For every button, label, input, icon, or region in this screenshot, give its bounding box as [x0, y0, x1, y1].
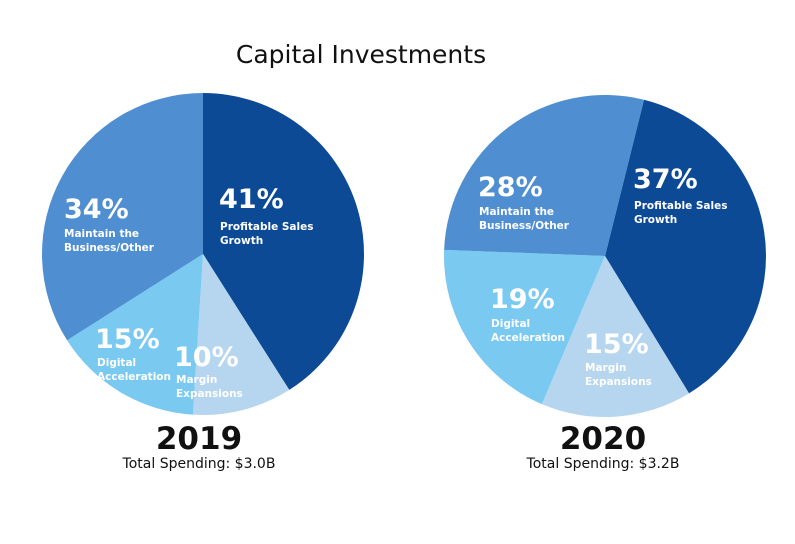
slice-percent-2019-2: 15% [95, 324, 160, 355]
pie-slice-2019-2 [67, 254, 203, 415]
pie-slice-2019-3 [41, 93, 204, 341]
slice-percent-2019-1: 10% [174, 342, 239, 373]
total-spending-2020: Total Spending: $3.2B [526, 456, 680, 472]
pie-slice-2019-0 [203, 93, 365, 390]
year-label-2019: 2019 [155, 421, 243, 457]
year-label-2020: 2020 [559, 421, 647, 457]
total-spending-2019: Total Spending: $3.0B [122, 456, 276, 472]
slice-percent-2019-3: 34% [64, 194, 129, 225]
slice-label-2019-1-0: Margin [176, 374, 217, 386]
chart-title: Capital Investments [235, 40, 487, 69]
slice-label-2019-3-0: Maintain the [64, 228, 139, 240]
slice-label-2019-0-1: Growth [220, 235, 263, 247]
slice-percent-2019-0: 41% [219, 184, 284, 215]
pie-slice-2019-1 [192, 254, 290, 415]
slice-label-2019-2-0: Digital [97, 357, 136, 369]
slice-label-2019-2-1: Acceleration [97, 371, 171, 383]
slice-label-2019-3-1: Business/Other [64, 242, 155, 254]
slice-label-2019-1-1: Expansions [176, 388, 243, 400]
slice-label-2019-0-0: Profitable Sales [220, 221, 314, 233]
